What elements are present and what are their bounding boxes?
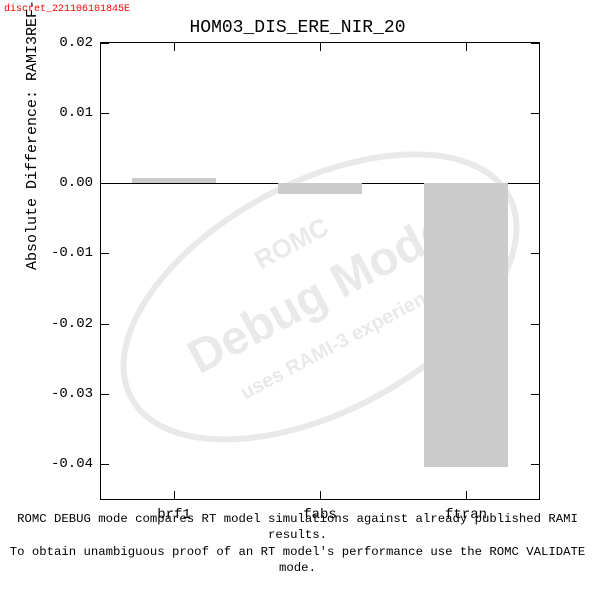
watermark-line1: ROMC <box>250 213 333 275</box>
y-tick <box>531 43 539 44</box>
plot-area: ROMC Debug Mode uses RAMI-3 experience 0… <box>100 42 540 500</box>
corner-label: discret_221106101845E <box>4 4 130 15</box>
x-tick <box>466 491 467 499</box>
y-tick-label: 0.01 <box>59 105 101 121</box>
bar <box>424 183 509 467</box>
x-tick <box>174 43 175 51</box>
y-tick <box>101 253 109 254</box>
y-tick <box>531 183 539 184</box>
watermark-line3: uses RAMI-3 experience <box>237 277 449 404</box>
y-tick <box>101 324 109 325</box>
footer-line1: ROMC DEBUG mode compares RT model simula… <box>0 511 595 544</box>
y-tick-label: -0.01 <box>51 245 101 261</box>
x-tick <box>466 43 467 51</box>
y-tick-label: -0.04 <box>51 456 101 472</box>
y-tick <box>101 43 109 44</box>
bar <box>278 183 363 194</box>
y-tick <box>531 464 539 465</box>
y-axis-title: Absolute Difference: RAMI3REF-discret <box>24 0 41 270</box>
x-tick <box>174 491 175 499</box>
bar <box>132 178 217 184</box>
x-tick <box>320 491 321 499</box>
y-tick-label: -0.02 <box>51 316 101 332</box>
y-tick <box>101 183 109 184</box>
y-tick <box>531 253 539 254</box>
y-tick-label: 0.02 <box>59 35 101 51</box>
y-tick <box>531 394 539 395</box>
y-tick <box>101 464 109 465</box>
footer-caption: ROMC DEBUG mode compares RT model simula… <box>0 511 595 577</box>
watermark-line2: Debug Mode <box>179 203 457 384</box>
chart-container: discret_221106101845E HOM03_DIS_ERE_NIR_… <box>0 0 595 595</box>
y-tick <box>531 113 539 114</box>
y-tick <box>101 113 109 114</box>
y-tick <box>101 394 109 395</box>
y-tick-label: -0.03 <box>51 386 101 402</box>
x-tick <box>320 43 321 51</box>
y-tick-label: 0.00 <box>59 175 101 191</box>
footer-line2: To obtain unambiguous proof of an RT mod… <box>0 544 595 577</box>
y-tick <box>531 324 539 325</box>
